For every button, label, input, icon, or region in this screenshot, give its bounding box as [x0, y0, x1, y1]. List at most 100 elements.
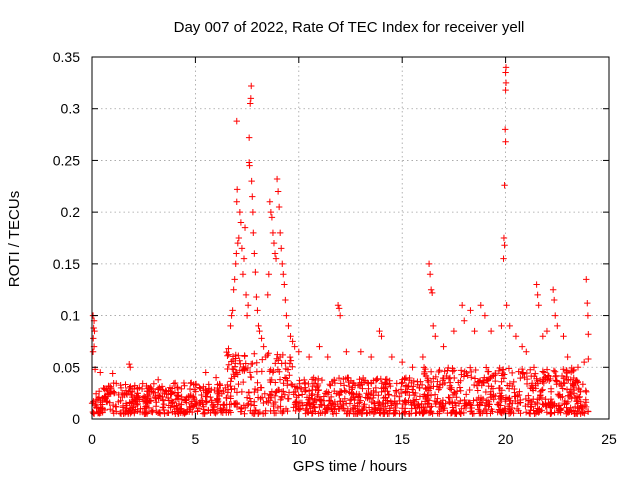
- data-point: [161, 390, 168, 397]
- data-point: [159, 396, 167, 403]
- data-point: [582, 387, 589, 394]
- data-point: [371, 405, 379, 412]
- data-point: [233, 117, 240, 125]
- data-point: [453, 410, 460, 418]
- data-point: [420, 409, 427, 417]
- data-point: [92, 390, 100, 397]
- data-point: [320, 393, 328, 400]
- data-point: [450, 407, 457, 414]
- data-point: [149, 407, 157, 414]
- data-point: [204, 389, 211, 397]
- data-point: [131, 408, 138, 416]
- data-point: [197, 397, 205, 404]
- data-point: [401, 405, 409, 412]
- data-point: [482, 407, 490, 415]
- data-point: [543, 327, 551, 335]
- data-point: [292, 388, 299, 396]
- data-point: [268, 376, 275, 384]
- data-point: [247, 360, 255, 368]
- data-point: [503, 302, 510, 309]
- data-point: [522, 402, 529, 410]
- data-point: [215, 388, 222, 396]
- data-point: [298, 399, 306, 407]
- data-point: [142, 403, 149, 411]
- data-point: [354, 408, 362, 415]
- data-point: [241, 224, 249, 231]
- data-point: [427, 409, 434, 416]
- data-point: [550, 367, 558, 374]
- y-tick-label: 0.2: [61, 204, 81, 220]
- data-point: [366, 395, 373, 403]
- data-point: [251, 388, 258, 396]
- data-point: [576, 405, 583, 412]
- data-point: [125, 408, 132, 416]
- data-point: [448, 398, 456, 406]
- y-tick-label: 0.35: [53, 49, 80, 65]
- data-point: [252, 406, 260, 414]
- data-point: [440, 343, 447, 350]
- data-point: [446, 382, 454, 389]
- data-point: [489, 408, 496, 415]
- data-point: [382, 379, 390, 387]
- data-point: [449, 365, 456, 372]
- data-point: [444, 409, 451, 417]
- data-point: [522, 409, 530, 416]
- data-point: [227, 392, 234, 400]
- data-point: [98, 405, 105, 412]
- y-axis-label: ROTI / TECUs: [6, 191, 23, 287]
- data-point: [365, 380, 372, 387]
- data-point: [160, 400, 168, 408]
- data-point: [276, 229, 284, 237]
- data-point: [237, 360, 244, 368]
- data-point: [89, 408, 97, 416]
- tick-labels-layer: 0 5 10 15 20 25 0 0.05 0.1 0.15 0.2 0.25 0.3 0.35: [53, 49, 617, 447]
- data-point: [109, 370, 116, 377]
- data-point: [580, 358, 588, 366]
- data-point: [119, 402, 127, 410]
- x-tick-label: 20: [498, 431, 514, 447]
- data-point: [539, 333, 547, 340]
- data-point: [277, 407, 285, 415]
- data-point: [252, 268, 259, 276]
- data-point: [373, 376, 380, 383]
- x-tick-label: 25: [601, 431, 617, 447]
- data-point: [376, 409, 383, 417]
- data-point: [561, 380, 568, 387]
- data-point: [303, 401, 311, 408]
- data-point: [233, 186, 241, 193]
- data-point: [381, 387, 389, 395]
- data-point: [548, 398, 556, 406]
- data-point: [245, 389, 253, 396]
- data-point: [218, 390, 226, 397]
- data-point: [115, 391, 122, 399]
- data-point: [514, 392, 521, 400]
- data-point: [498, 392, 505, 399]
- data-point: [233, 198, 240, 205]
- data-point: [214, 401, 221, 408]
- data-point: [139, 394, 147, 402]
- data-point: [335, 374, 343, 382]
- data-point: [258, 384, 265, 391]
- data-point: [428, 403, 435, 410]
- data-point: [410, 391, 418, 399]
- data-point: [385, 391, 392, 398]
- data-point: [235, 380, 242, 388]
- data-point: [286, 353, 294, 361]
- data-point: [268, 394, 275, 401]
- data-point: [559, 385, 566, 392]
- data-point: [90, 335, 97, 342]
- data-point: [583, 388, 590, 396]
- data-point: [274, 386, 282, 394]
- data-point: [238, 388, 246, 396]
- data-point: [434, 410, 441, 417]
- x-tick-label: 5: [192, 431, 200, 447]
- data-point: [143, 382, 150, 390]
- data-point: [434, 378, 441, 385]
- data-point: [370, 400, 378, 407]
- data-points-layer: [88, 64, 592, 418]
- data-point: [515, 391, 523, 399]
- data-point: [547, 410, 554, 417]
- data-point: [315, 387, 322, 394]
- data-point: [496, 384, 504, 392]
